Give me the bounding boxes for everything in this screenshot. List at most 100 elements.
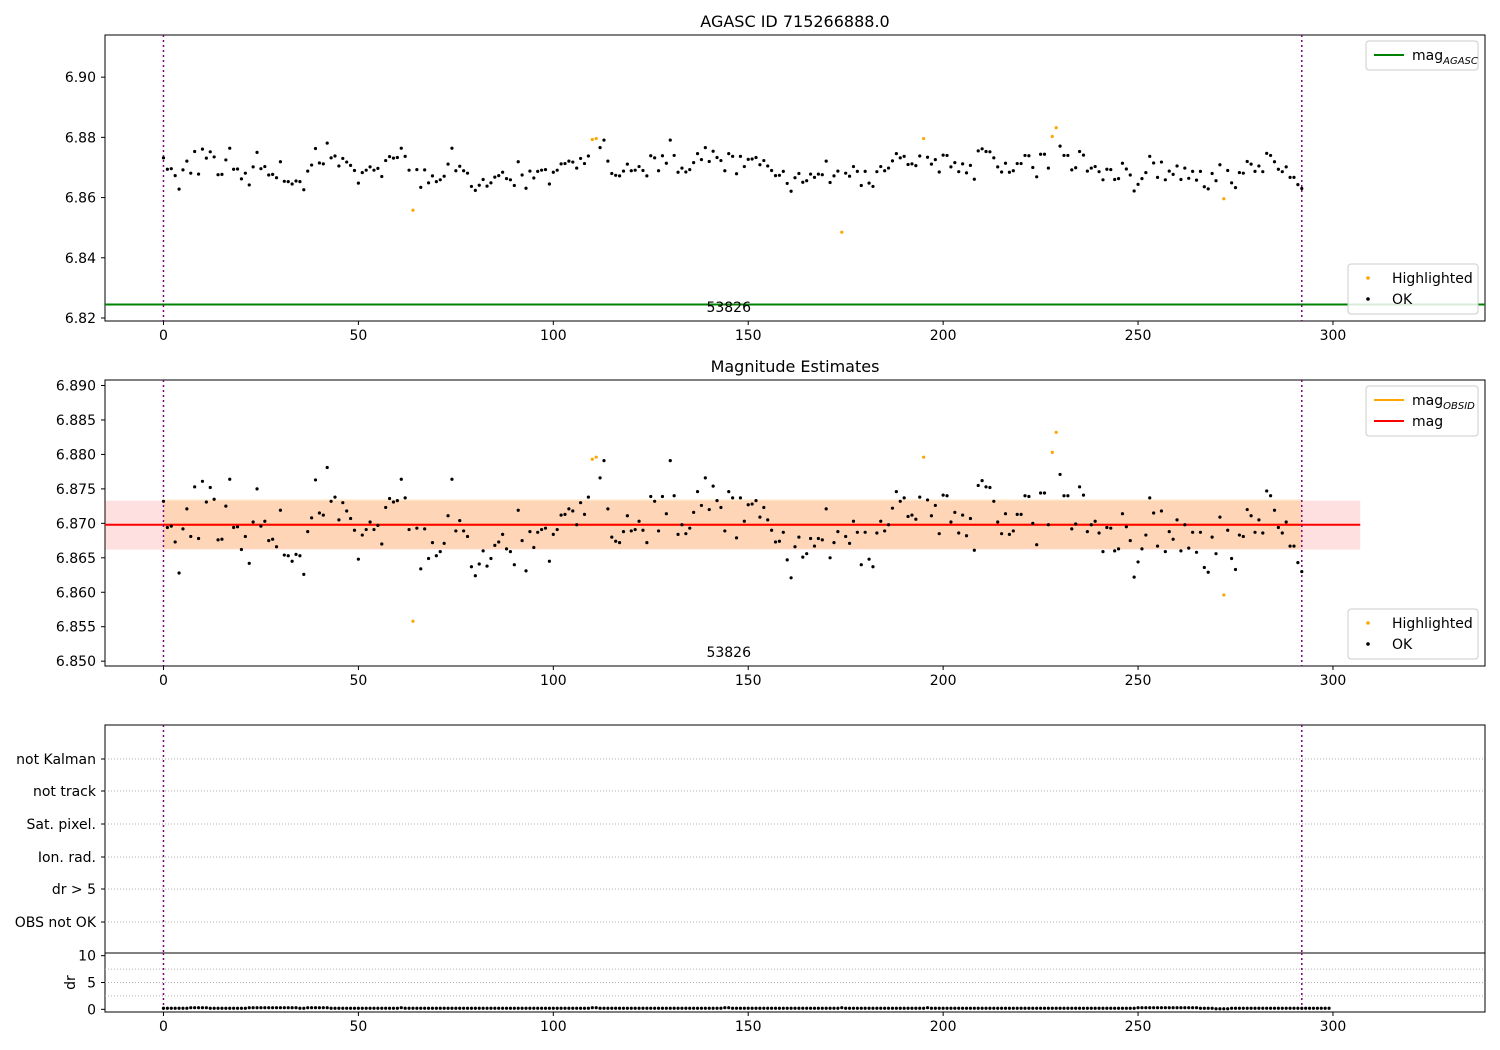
panel4-dr-point (676, 1006, 680, 1010)
panel1-ok-point (976, 149, 980, 153)
panel4-dr-point (395, 1006, 399, 1010)
panel2-ok-point (918, 495, 922, 499)
panel2-xtick-label: 300 (1320, 673, 1347, 689)
panel2-ok-point (384, 505, 388, 510)
panel2-xtick-label: 0 (159, 673, 168, 689)
panel3-flag-label: not Kalman (16, 752, 96, 768)
panel2-ok-point (1179, 549, 1183, 553)
panel2-ok-point (563, 512, 567, 516)
panel1-ok-point (633, 168, 637, 172)
panel4-dr-point (1054, 1006, 1058, 1010)
panel2-ok-point (824, 507, 828, 511)
panel4-dr-point (333, 1006, 337, 1010)
panel2-ok-point (789, 576, 793, 580)
panel1-ok-point (333, 154, 337, 158)
panel1-ok-point (282, 179, 286, 183)
panel4-dr-point (1288, 1006, 1292, 1010)
panel2-ok-point (1268, 494, 1273, 498)
panel1-ok-point (532, 176, 536, 180)
panel4-dr-point (1272, 1006, 1277, 1010)
panel1-xtick-label: 50 (349, 328, 367, 344)
panel2-ok-point (758, 515, 762, 519)
panel1-ok-point (582, 161, 587, 166)
panel4-dr-point (454, 1006, 458, 1010)
panel4-dr-point (1237, 1006, 1242, 1010)
panel1-ok-point (161, 156, 166, 160)
panel1-ok-point (668, 138, 672, 142)
panel4-dr-point (446, 1006, 450, 1010)
panel4-dr-point (524, 1006, 528, 1010)
panel1-ok-point (1023, 153, 1027, 158)
panel2-ok-point (992, 499, 996, 503)
panel2-ok-point (621, 530, 626, 534)
panel4-dr-point (575, 1006, 579, 1010)
panel4-dr-point (972, 1006, 976, 1010)
panel2-ok-point (1198, 530, 1203, 534)
panel4-dr-point (984, 1006, 988, 1010)
panel4-dr-point (746, 1006, 750, 1010)
panel1-ok-point (711, 149, 715, 153)
panel4-dr-point (1089, 1006, 1093, 1010)
panel4-dr-point (1109, 1006, 1113, 1010)
panel1-ok-point (1206, 187, 1210, 191)
panel4-dr-point (968, 1006, 973, 1010)
panel1-ok-point (793, 176, 797, 180)
panel4-dr-point (302, 1006, 306, 1010)
panel2-ok-point (278, 508, 283, 512)
panel1-ok-point (1019, 161, 1023, 166)
panel1-ok-point (688, 167, 692, 172)
panel4-dr-point (684, 1006, 688, 1010)
panel4-dr-point (255, 1006, 259, 1010)
panel4-dr-point (423, 1006, 427, 1010)
panel4-dr-point (165, 1006, 169, 1010)
panel4-dr-point (1159, 1006, 1164, 1010)
panel4-dr-point (310, 1006, 314, 1010)
panel1-ok-point (1120, 161, 1125, 165)
panel2-ok-point (684, 532, 688, 536)
panel2-ok-point (957, 531, 961, 535)
panel4-dr-point (680, 1006, 684, 1010)
panel2-ok-point (1081, 493, 1086, 497)
panel4-dr-point (228, 1006, 232, 1010)
panel1-ok-point (313, 146, 318, 151)
panel1-ytick-label: 6.86 (65, 191, 96, 207)
panel4-xtick-label: 300 (1320, 1019, 1347, 1035)
panel4-dr-point (1085, 1006, 1089, 1010)
panel4-dr-point (668, 1006, 672, 1010)
panel1-bottom-legend-box (1347, 263, 1479, 315)
panel4-dr-point (1323, 1006, 1327, 1010)
panel4-xtick-label: 100 (540, 1019, 567, 1035)
panel1-ok-point (1074, 166, 1078, 170)
panel4-dr-point (625, 1006, 629, 1010)
panel4-dr-point (493, 1006, 497, 1010)
panel1-ok-point (395, 155, 399, 160)
panel2-ok-point (430, 541, 435, 545)
panel4-dr-point (871, 1006, 875, 1010)
panel1-ok-point (656, 169, 661, 173)
panel2-ok-point (617, 541, 622, 545)
panel1-ok-point (481, 177, 485, 182)
panel2-ok-point (1214, 552, 1218, 556)
panel4-dr-point (540, 1006, 544, 1010)
panel2-xtick-label: 100 (540, 673, 567, 689)
panel2-ok-point (633, 527, 637, 532)
panel4-dr-point (957, 1006, 961, 1010)
panel1-ok-point (169, 167, 173, 171)
panel1-ok-point (290, 182, 294, 186)
panel1-title: AGASC ID 715266888.0 (700, 12, 889, 31)
panel4-dr-point (290, 1006, 294, 1010)
panel4-dr-point (239, 1006, 244, 1010)
panel4-dr-point (929, 1006, 934, 1010)
panel1-ok-point (707, 159, 711, 164)
panel4-dr-point (462, 1006, 466, 1010)
panel2-ok-point (894, 490, 898, 494)
panel2-ok-point (1183, 523, 1187, 527)
panel2-ok-point (875, 531, 879, 535)
panel2-ok-point (247, 561, 251, 565)
panel4-dr-point (602, 1006, 606, 1010)
panel4-dr-point (918, 1006, 922, 1010)
panel4-dr-point (1128, 1006, 1132, 1010)
panel2-title: Magnitude Estimates (711, 357, 880, 376)
panel2-ok-point (1007, 532, 1012, 536)
panel1-ok-point (196, 172, 201, 176)
